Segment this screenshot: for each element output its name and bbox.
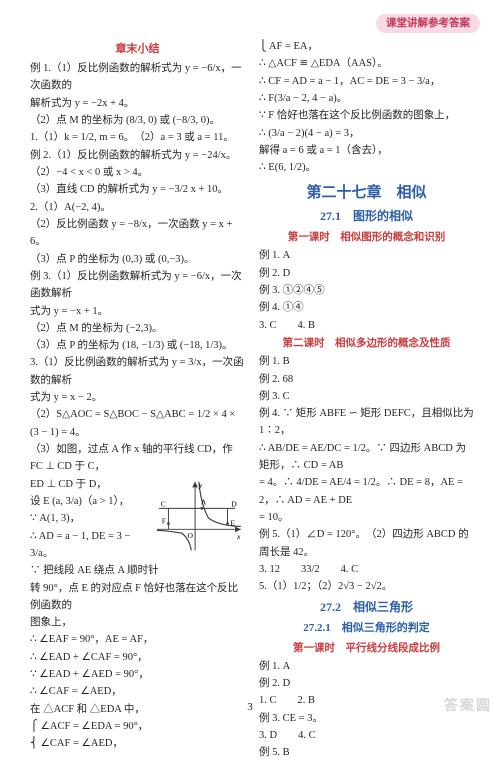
text-line: 例 2.（1）反比例函数的解析式为 y = −24/x。 [30, 147, 245, 164]
hyperbola-graph: A F C D E O x y [149, 476, 245, 556]
page-number: 3 [0, 698, 500, 716]
curve-q3 [157, 530, 191, 550]
text-line: ∴ E(6, 1/2)。 [259, 159, 474, 176]
header-band: 课堂讲解参考答案 [376, 14, 480, 33]
figure-block: A F C D E O x y ED ⊥ CD 于 D， 设 E (a, 3/a… [30, 476, 245, 580]
point-e [226, 522, 229, 525]
chapter-end-title: 章末小结 [30, 40, 245, 58]
text-line: ∵ 把线段 AE 绕点 A 顺时针 [30, 565, 159, 576]
text-line: ∴ AB/DE = AE/DC = 1/2。∵ 四边形 ABCD 为矩形，∴ C… [259, 440, 474, 475]
text-line: ∴ △ACF ≌ △EDA（AAS）。 [259, 55, 474, 72]
text-line: 例 4. ①④ [259, 299, 474, 316]
text-line: ∵ ∠EAD + ∠AED = 90°， [30, 666, 245, 683]
text-line: 例 2. D [259, 675, 474, 692]
text-line: = 4。∴ 4/DE = AE/4 = 1/2。∴ DE = 8，AE = 2，… [259, 474, 474, 509]
text-line: 例 3. C [259, 388, 474, 405]
label-a: A [201, 497, 207, 506]
label-f: F [162, 516, 166, 525]
text-line: 例 2. 68 [259, 371, 474, 388]
label-y: y [198, 480, 203, 489]
text-line: ∴ ∠EAF = 90°，AE = AF， [30, 631, 245, 648]
text-line: ED ⊥ CD 于 D， [30, 479, 107, 490]
text-line: （3）直线 CD 的解析式为 y = −3/2 x + 10。 [30, 181, 245, 198]
text-line: （2）反比例函数 y = −8/x，一次函数 y = x + 6。 [30, 216, 245, 251]
text-line: ∴ F(3/a − 2, 4 − a)。 [259, 90, 474, 107]
text-line: 例 3. ①②④⑤ [259, 282, 474, 299]
text-line: 解析式为 y = −2x + 4。 [30, 95, 245, 112]
text-line: 3.（1）反比例函数的解析式为 y = 3/x，一次函数的解析 [30, 354, 245, 389]
text-line: 2.（1）A(−2, 4)。 [30, 199, 245, 216]
text-line: 例 1. A [259, 658, 474, 675]
text-line: （3）点 P 的坐标为 (18, −1/3) 或 (−18, 1/3)。 [30, 337, 245, 354]
text-line: 例 4. ∵ 矩形 ABFE ∽ 矩形 DEFC，且相似比为 1∶2， [259, 405, 474, 440]
label-c: C [161, 499, 166, 508]
text-line: （2）S△AOC = S△BOC − S△ABC = 1/2 × 4 × (3 … [30, 406, 245, 441]
section-271-title: 27.1 图形的相似 [259, 207, 474, 227]
text-line: ∴ (3/a − 2)(4 − a) = 3， [259, 125, 474, 142]
text-line: 例 1.（1）反比例函数的解析式为 y = −6/x，一次函数的 [30, 60, 245, 95]
content-columns: 章末小结 例 1.（1）反比例函数的解析式为 y = −6/x，一次函数的 解析… [30, 38, 474, 698]
text-line: ⎧ ∠ACF = ∠EDA = 90°， [30, 718, 245, 735]
text-line: 5.（1）1/2；（2）2√3 − 2√2。 [259, 578, 474, 595]
text-line: ∵ A(1, 3)， [30, 513, 80, 524]
text-line: 例 2. D [259, 265, 474, 282]
label-o: O [187, 531, 193, 540]
text-line: 例 1. A [259, 247, 474, 264]
text-line: ∴ AD = a − 1, DE = 3 − 3/a。 [30, 531, 130, 559]
text-line: 1.（1）k = 1/2, m = 6。 （2）a = 3 或 a = 11。 [30, 129, 245, 146]
text-line: ∵ F 恰好也落在这个反比例函数的图象上， [259, 107, 474, 124]
text-line: 设 E (a, 3/a)（a > 1）， [30, 496, 129, 507]
lesson-1-title: 第一课时 相似图形的概念和识别 [259, 229, 474, 246]
text-line: 解得 a = 6 或 a = 1（含去）， [259, 142, 474, 159]
text-line: （2）−4 < x < 0 或 x > 4。 [30, 164, 245, 181]
text-line: （3）点 P 的坐标为 (0,3) 或 (0,−3)。 [30, 251, 245, 268]
section-272-title: 27.2 相似三角形 [259, 598, 474, 618]
text-line: ⎩ AF = EA， [259, 38, 474, 55]
lesson-2-title: 第二课时 相似多边形的概念及性质 [259, 335, 474, 352]
text-line: 3. D 4. C [259, 727, 474, 744]
text-line: = 10。 [259, 509, 474, 526]
text-line: 例 5.（1）∠D = 120°。 （2）四边形 ABCD 的周长是 42。 [259, 526, 474, 561]
label-e: E [230, 518, 235, 527]
text-line: （2）点 M 的坐标为 (−2,3)。 [30, 320, 245, 337]
text-line: 式为 y = x − 2。 [30, 389, 245, 406]
text-line: ∴ ∠EAD + ∠CAF = 90°， [30, 649, 245, 666]
text-line: 例 1. B [259, 353, 474, 370]
text-line: 式为 y = −x + 1。 [30, 303, 245, 320]
text-line: （3）如图，过点 A 作 x 轴的平行线 CD，作 FC ⊥ CD 于 C， [30, 441, 245, 476]
text-line: （2）点 M 的坐标为 (8/3, 0) 或 (−8/3, 0)。 [30, 112, 245, 129]
watermark: 答案圆 [444, 695, 492, 718]
text-line: 例 3.（1）反比例函数解析式为 y = −6/x，一次函数解析 [30, 268, 245, 303]
y-arrow [192, 481, 198, 487]
text-line: ⎨ ∠CAF = ∠AED， [30, 735, 245, 752]
point-f [167, 522, 170, 525]
point-a [200, 507, 203, 510]
text-line: 3. 12 33/2 4. C [259, 561, 474, 578]
chapter-27-title: 第二十七章 相似 [259, 181, 474, 206]
text-line: 转 90°，点 E 的对应点 F 恰好也落在这个反比例函数的 [30, 580, 245, 615]
text-line: 图象上， [30, 614, 245, 631]
section-2721-title: 27.2.1 相似三角形的判定 [259, 619, 474, 637]
label-d: D [231, 499, 237, 508]
text-line: ∴ CF = AD = a − 1，AC = DE = 3 − 3/a， [259, 73, 474, 90]
label-x: x [236, 531, 241, 540]
header-label: 课堂讲解参考答案 [386, 18, 470, 29]
text-line: 3. C 4. B [259, 317, 474, 334]
lesson-3-title: 第一课时 平行线分线段成比例 [259, 640, 474, 657]
text-line: 例 5. B [259, 744, 474, 761]
